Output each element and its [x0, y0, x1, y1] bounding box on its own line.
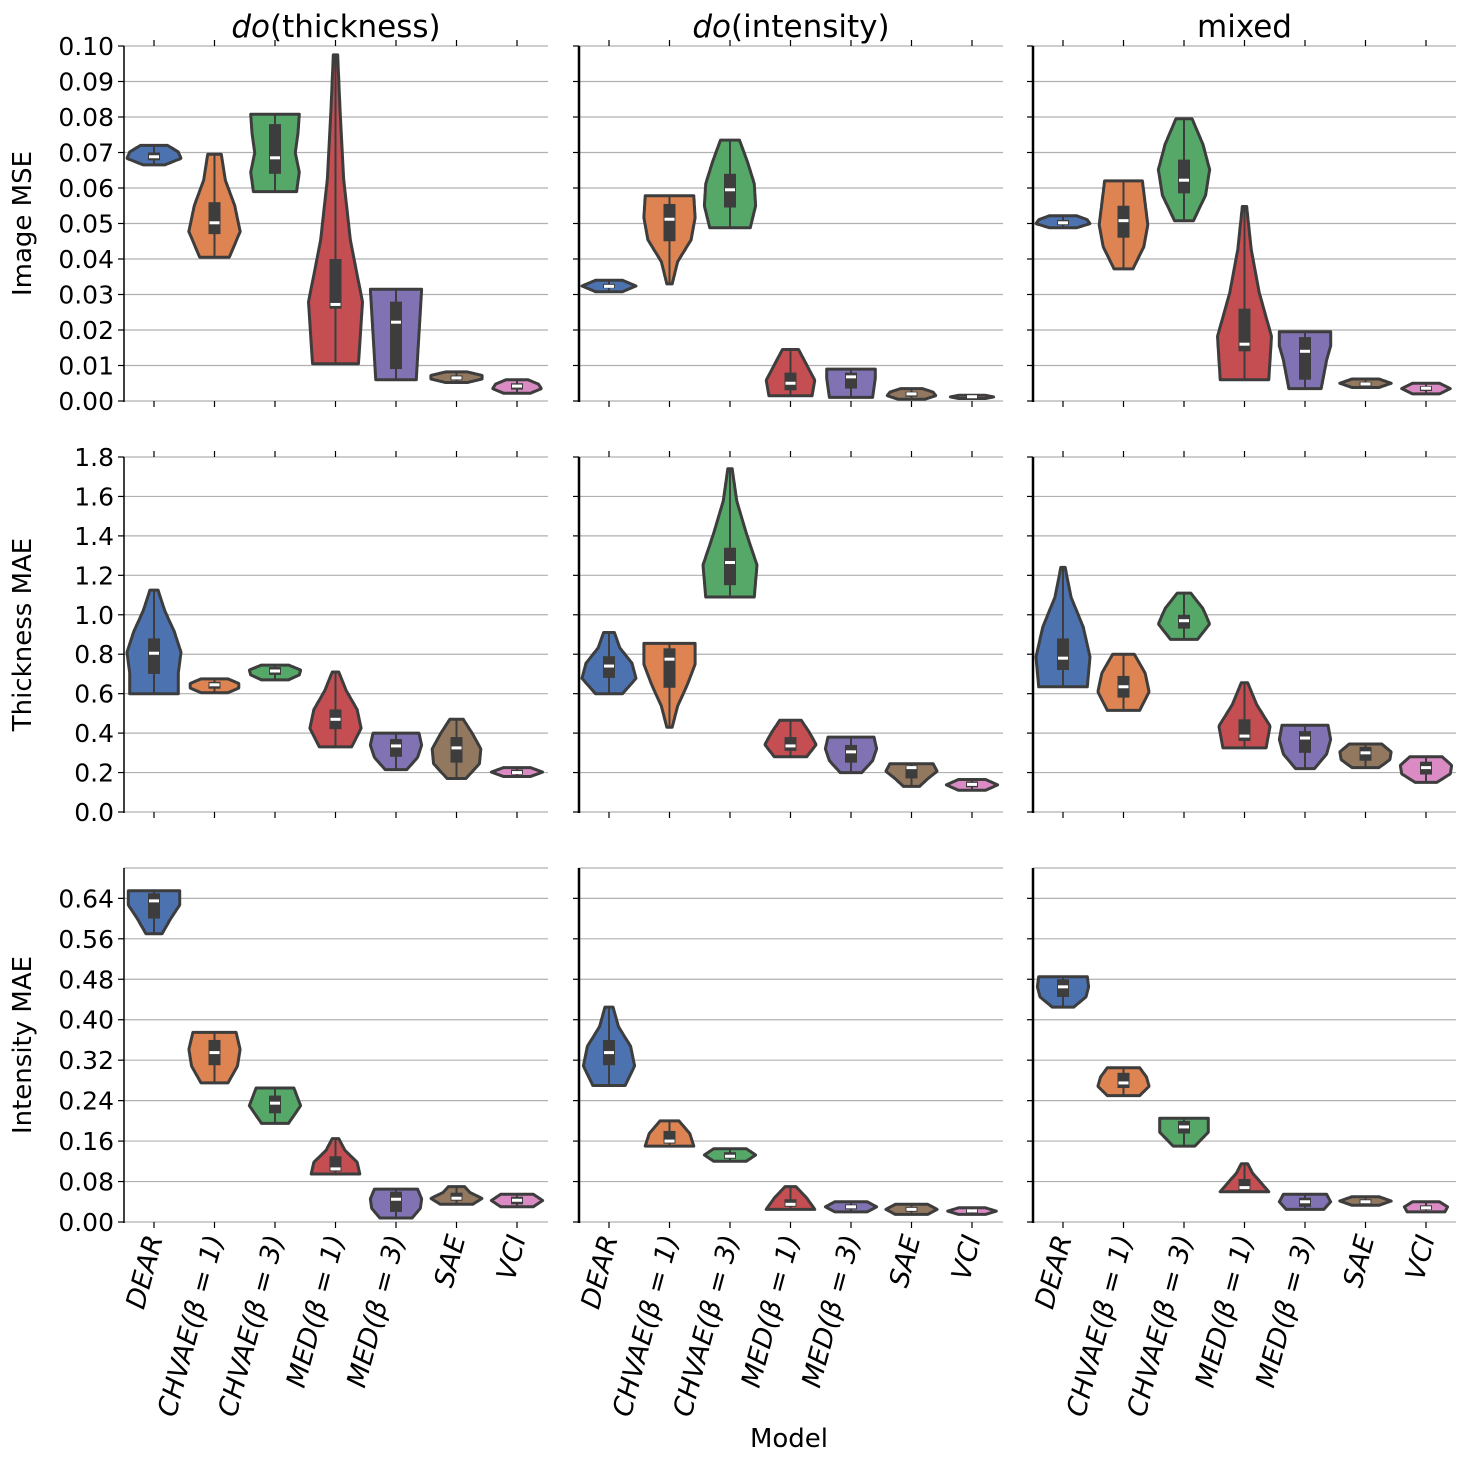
- column-title: do(intensity): [692, 9, 889, 45]
- violin-layer: [125, 53, 1454, 1220]
- column-title: do(thickness): [231, 9, 440, 45]
- violin-iqr-box: [663, 203, 676, 242]
- y-tick-label: 0.10: [58, 32, 114, 61]
- y-tick-label: 1.4: [74, 522, 114, 551]
- y-tick-label: 0.00: [58, 387, 114, 416]
- y-tick-label: 0.04: [58, 245, 114, 274]
- y-tick-label: 0.6: [74, 680, 114, 709]
- y-tick-label: 0.40: [58, 1006, 114, 1035]
- x-tick-label: SAE: [429, 1232, 473, 1291]
- violin-iqr-box: [1299, 337, 1311, 380]
- y-tick-label: 0.08: [58, 1168, 114, 1197]
- x-tick-label: DEAR: [120, 1232, 169, 1313]
- violin-iqr-box: [1057, 638, 1069, 670]
- x-axis-label: Model: [750, 1424, 828, 1454]
- y-tick-label: 0.56: [58, 925, 114, 954]
- y-tick-label: 0.09: [58, 68, 114, 97]
- violin-iqr-box: [1238, 308, 1251, 352]
- x-tick-label: MED(β = 3): [796, 1232, 866, 1391]
- column-title: mixed: [1197, 9, 1292, 45]
- x-tick-label: DEAR: [575, 1232, 624, 1313]
- violin-iqr-box: [1238, 719, 1251, 741]
- y-tick-label: 0.8: [74, 640, 114, 669]
- violin-iqr-box: [148, 893, 160, 919]
- y-axis-label: Thickness MAE: [8, 538, 38, 732]
- violin-iqr-box: [269, 124, 281, 174]
- violin-iqr-box: [450, 1192, 463, 1201]
- x-tick-label: VCI: [946, 1232, 988, 1284]
- violin-iqr-box: [784, 737, 797, 751]
- y-tick-label: 0.02: [58, 316, 114, 345]
- violin-iqr-box: [1178, 159, 1190, 194]
- x-tick-label: MED(β = 1): [281, 1232, 351, 1391]
- violin-iqr-box: [450, 737, 463, 763]
- x-tick-label: MED(β = 3): [341, 1232, 411, 1391]
- violin-iqr-box: [208, 202, 221, 235]
- violin-iqr-box: [845, 744, 857, 763]
- x-tick-label: SAE: [884, 1232, 928, 1291]
- y-tick-label: 0.2: [74, 759, 114, 788]
- y-tick-label: 0.0: [74, 798, 114, 827]
- x-tick-label: DEAR: [1029, 1232, 1078, 1313]
- y-tick-label: 0.03: [58, 281, 114, 310]
- violin-iqr-box: [148, 638, 160, 674]
- x-tick-label: MED(β = 3): [1250, 1232, 1320, 1391]
- y-tick-label: 1.6: [74, 482, 114, 511]
- y-tick-label: 0.64: [58, 884, 114, 913]
- violin-iqr-box: [845, 372, 857, 389]
- y-tick-label: 0.08: [58, 103, 114, 132]
- y-tick-label: 0.48: [58, 965, 114, 994]
- x-tick-label: VCI: [1400, 1232, 1442, 1284]
- y-tick-label: 1.8: [74, 443, 114, 472]
- x-tick-label: VCI: [491, 1232, 533, 1284]
- violin-iqr-box: [724, 547, 736, 586]
- violin-iqr-box: [1238, 1179, 1251, 1191]
- x-tick-label: SAE: [1338, 1232, 1382, 1291]
- y-tick-label: 0.24: [58, 1087, 114, 1116]
- y-tick-label: 0.01: [58, 352, 114, 381]
- y-tick-label: 0.32: [58, 1046, 114, 1075]
- violin-iqr-box: [390, 1191, 402, 1212]
- y-tick-label: 0.05: [58, 210, 114, 239]
- violin-iqr-box: [663, 648, 676, 688]
- y-tick-label: 0.07: [58, 139, 114, 168]
- y-axis-label: Image MSE: [8, 151, 38, 296]
- y-tick-label: 1.2: [74, 561, 114, 590]
- violin-iqr-box: [329, 259, 342, 309]
- x-tick-label: MED(β = 1): [736, 1232, 806, 1391]
- y-tick-label: 0.4: [74, 719, 114, 748]
- violin-iqr-box: [1117, 1072, 1130, 1088]
- y-tick-label: 1.0: [74, 601, 114, 630]
- y-tick-label: 0.00: [58, 1208, 114, 1237]
- violin-iqr-box: [390, 301, 402, 370]
- violin-iqr-box: [784, 372, 797, 391]
- y-tick-label: 0.16: [58, 1127, 114, 1156]
- violin-iqr-box: [390, 739, 402, 757]
- y-tick-label: 0.06: [58, 174, 114, 203]
- axis-layer: 0.00 0.01 0.02 0.03 0.04 0.05 0.06 0.07 0.08 0.09…: [58, 32, 1427, 1237]
- y-axis-label: Intensity MAE: [8, 956, 38, 1134]
- violin-iqr-box: [1299, 731, 1311, 753]
- x-tick-label: MED(β = 1): [1190, 1232, 1260, 1391]
